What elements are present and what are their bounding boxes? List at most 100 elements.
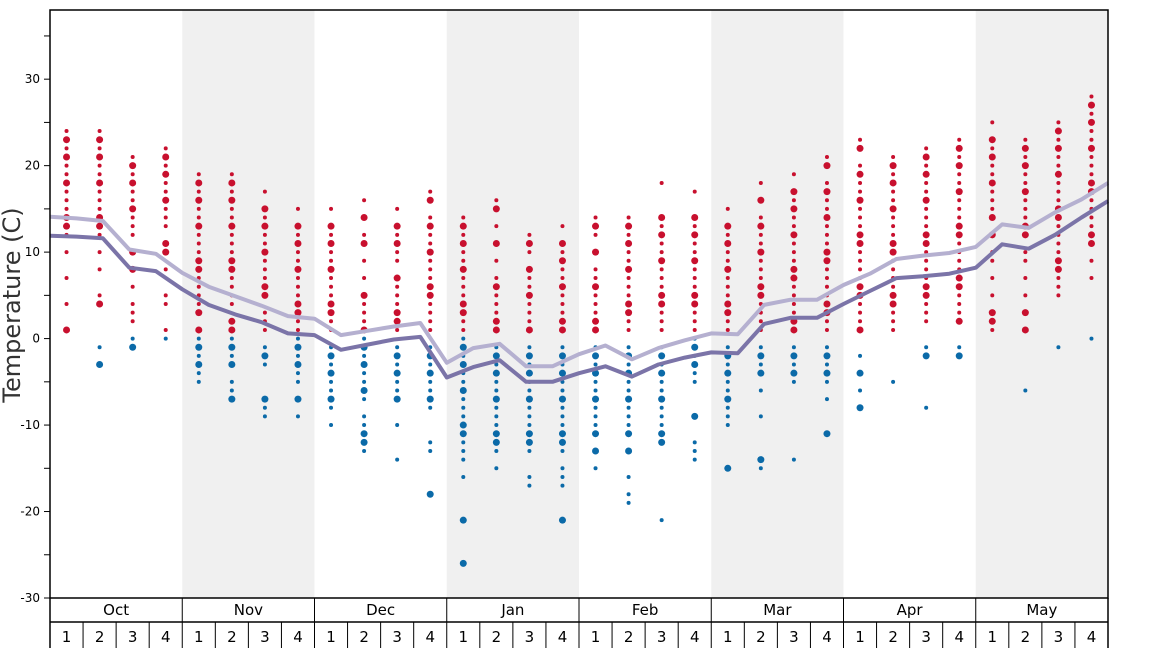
cold-point <box>1023 388 1028 393</box>
warm-point <box>64 129 69 134</box>
warm-point <box>659 250 664 255</box>
month-label-nov: Nov <box>234 601 263 619</box>
warm-point <box>1021 188 1029 196</box>
cold-point <box>195 361 203 369</box>
warm-point <box>791 310 796 315</box>
warm-point <box>924 302 929 306</box>
warm-point <box>791 198 796 203</box>
warm-point <box>1023 172 1028 177</box>
month-label-may: May <box>1026 601 1057 619</box>
warm-point <box>329 232 334 237</box>
warm-point <box>295 319 300 324</box>
cold-point <box>691 412 699 420</box>
warm-point <box>1056 163 1061 168</box>
warm-point <box>593 293 598 298</box>
warm-point <box>494 276 499 281</box>
cold-point <box>494 388 499 393</box>
week-label: 1 <box>62 628 72 646</box>
axis-ticks: 30 20 10 0 -10 -20 -30 <box>20 35 50 605</box>
warm-point <box>858 180 863 185</box>
warm-point <box>97 163 102 168</box>
cold-point <box>692 379 697 384</box>
warm-point <box>362 276 367 281</box>
warm-point <box>856 239 864 247</box>
warm-point <box>725 276 730 281</box>
warm-point <box>1089 137 1094 142</box>
warm-point <box>195 326 203 334</box>
cold-point <box>625 395 633 403</box>
week-label: 2 <box>1021 628 1031 646</box>
warm-point <box>691 257 699 265</box>
warm-point <box>362 302 367 306</box>
warm-point <box>97 250 102 255</box>
warm-point <box>196 284 201 289</box>
cold-point <box>758 414 763 419</box>
warm-point <box>922 231 930 239</box>
cold-point <box>527 483 532 488</box>
cold-point <box>295 414 300 419</box>
warm-point <box>130 155 135 159</box>
cold-point <box>692 457 697 462</box>
warm-point <box>724 300 732 308</box>
warm-point <box>1089 163 1094 168</box>
warm-point <box>130 189 135 194</box>
warm-point <box>691 291 699 299</box>
week-label: 4 <box>161 628 171 646</box>
cold-point <box>791 345 796 350</box>
warm-point <box>228 265 236 273</box>
month-shading <box>182 10 1108 598</box>
cold-point <box>426 369 434 377</box>
warm-point <box>592 222 600 230</box>
warm-point <box>824 198 829 203</box>
cold-point <box>560 345 565 350</box>
warm-point <box>130 310 135 315</box>
x-axis: Oct 1 2 3 4 Nov 1 2 3 4 Dec 1 2 3 4 Jan 1 2 3 4 Feb 1 2 3 4 Mar 1 2… <box>49 598 1109 648</box>
warm-point <box>294 222 302 230</box>
warm-point <box>626 232 631 237</box>
warm-point <box>428 302 433 306</box>
warm-point <box>692 241 697 246</box>
warm-point <box>327 265 335 273</box>
y-tick-label: 10 <box>25 245 40 259</box>
warm-point <box>955 231 963 239</box>
cold-point <box>461 405 466 410</box>
cold-point <box>525 352 533 360</box>
warm-point <box>1089 224 1094 229</box>
warm-point <box>527 250 532 255</box>
warm-point <box>824 267 829 272</box>
warm-point <box>558 257 566 265</box>
cold-point <box>560 405 565 410</box>
warm-point <box>195 222 203 230</box>
warm-point <box>428 319 433 324</box>
warm-point <box>592 317 600 325</box>
cold-point <box>262 345 267 350</box>
cold-point <box>558 438 566 446</box>
warm-point <box>362 198 367 203</box>
warm-point <box>229 302 234 306</box>
warm-point <box>162 170 170 178</box>
warm-point <box>626 293 631 298</box>
cold-point <box>725 379 730 384</box>
cold-point <box>592 352 600 360</box>
warm-point <box>856 283 864 291</box>
max-average-line <box>49 181 1110 369</box>
week-label: 3 <box>260 628 270 646</box>
cold-point <box>459 386 467 394</box>
warm-point <box>163 206 168 211</box>
warm-point <box>229 215 234 220</box>
warm-point <box>924 224 929 229</box>
cold-point <box>527 474 532 479</box>
warm-point <box>659 241 664 246</box>
min-average-line <box>49 199 1110 384</box>
warm-point <box>428 241 433 246</box>
cold-point <box>626 500 631 505</box>
cold-point <box>560 388 565 393</box>
cold-point <box>196 379 201 384</box>
month-label-mar: Mar <box>763 601 792 619</box>
cold-point <box>592 395 600 403</box>
warm-point <box>725 319 730 324</box>
warm-point <box>261 222 269 230</box>
cold-point <box>757 352 765 360</box>
warm-point <box>362 258 367 263</box>
warm-point <box>924 310 929 315</box>
